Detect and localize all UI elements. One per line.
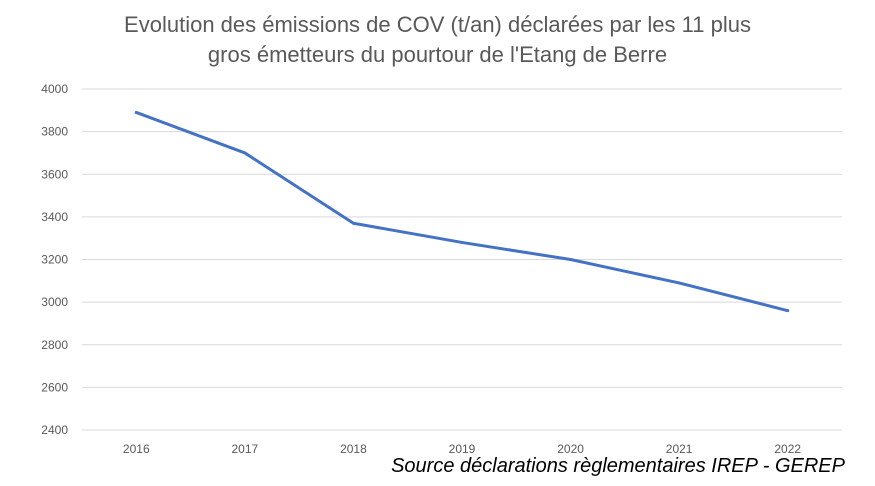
chart-title-line-1: Evolution des émissions de COV (t/an) dé… xyxy=(124,12,751,37)
data-point xyxy=(134,110,138,114)
y-tick-label: 3800 xyxy=(41,125,68,139)
x-tick-label: 2019 xyxy=(449,442,476,456)
x-tick-label: 2017 xyxy=(232,442,259,456)
x-tick-label: 2016 xyxy=(123,442,150,456)
data-point xyxy=(351,221,355,225)
x-tick-label: 2018 xyxy=(340,442,367,456)
y-tick-label: 3600 xyxy=(41,167,68,181)
data-point xyxy=(243,151,247,155)
chart-title: Evolution des émissions de COV (t/an) dé… xyxy=(0,10,875,70)
y-tick-label: 4000 xyxy=(41,82,68,96)
y-tick-label: 2400 xyxy=(41,423,68,437)
y-tick-label: 3000 xyxy=(41,295,68,309)
data-point xyxy=(786,309,790,313)
y-tick-label: 2600 xyxy=(41,380,68,394)
chart-title-line-2: gros émetteurs du pourtour de l'Etang de… xyxy=(207,42,668,67)
x-tick-label: 2021 xyxy=(666,442,693,456)
series-line xyxy=(134,110,790,313)
source-note: Source déclarations règlementaires IREP … xyxy=(391,455,845,477)
data-point xyxy=(677,281,681,285)
data-point xyxy=(460,240,464,244)
x-tick-label: 2022 xyxy=(774,442,801,456)
data-point xyxy=(569,258,573,261)
x-tick-label: 2020 xyxy=(557,442,584,456)
y-tick-label: 3400 xyxy=(41,210,68,224)
y-tick-label: 2800 xyxy=(41,338,68,352)
y-tick-label: 3200 xyxy=(41,253,68,267)
